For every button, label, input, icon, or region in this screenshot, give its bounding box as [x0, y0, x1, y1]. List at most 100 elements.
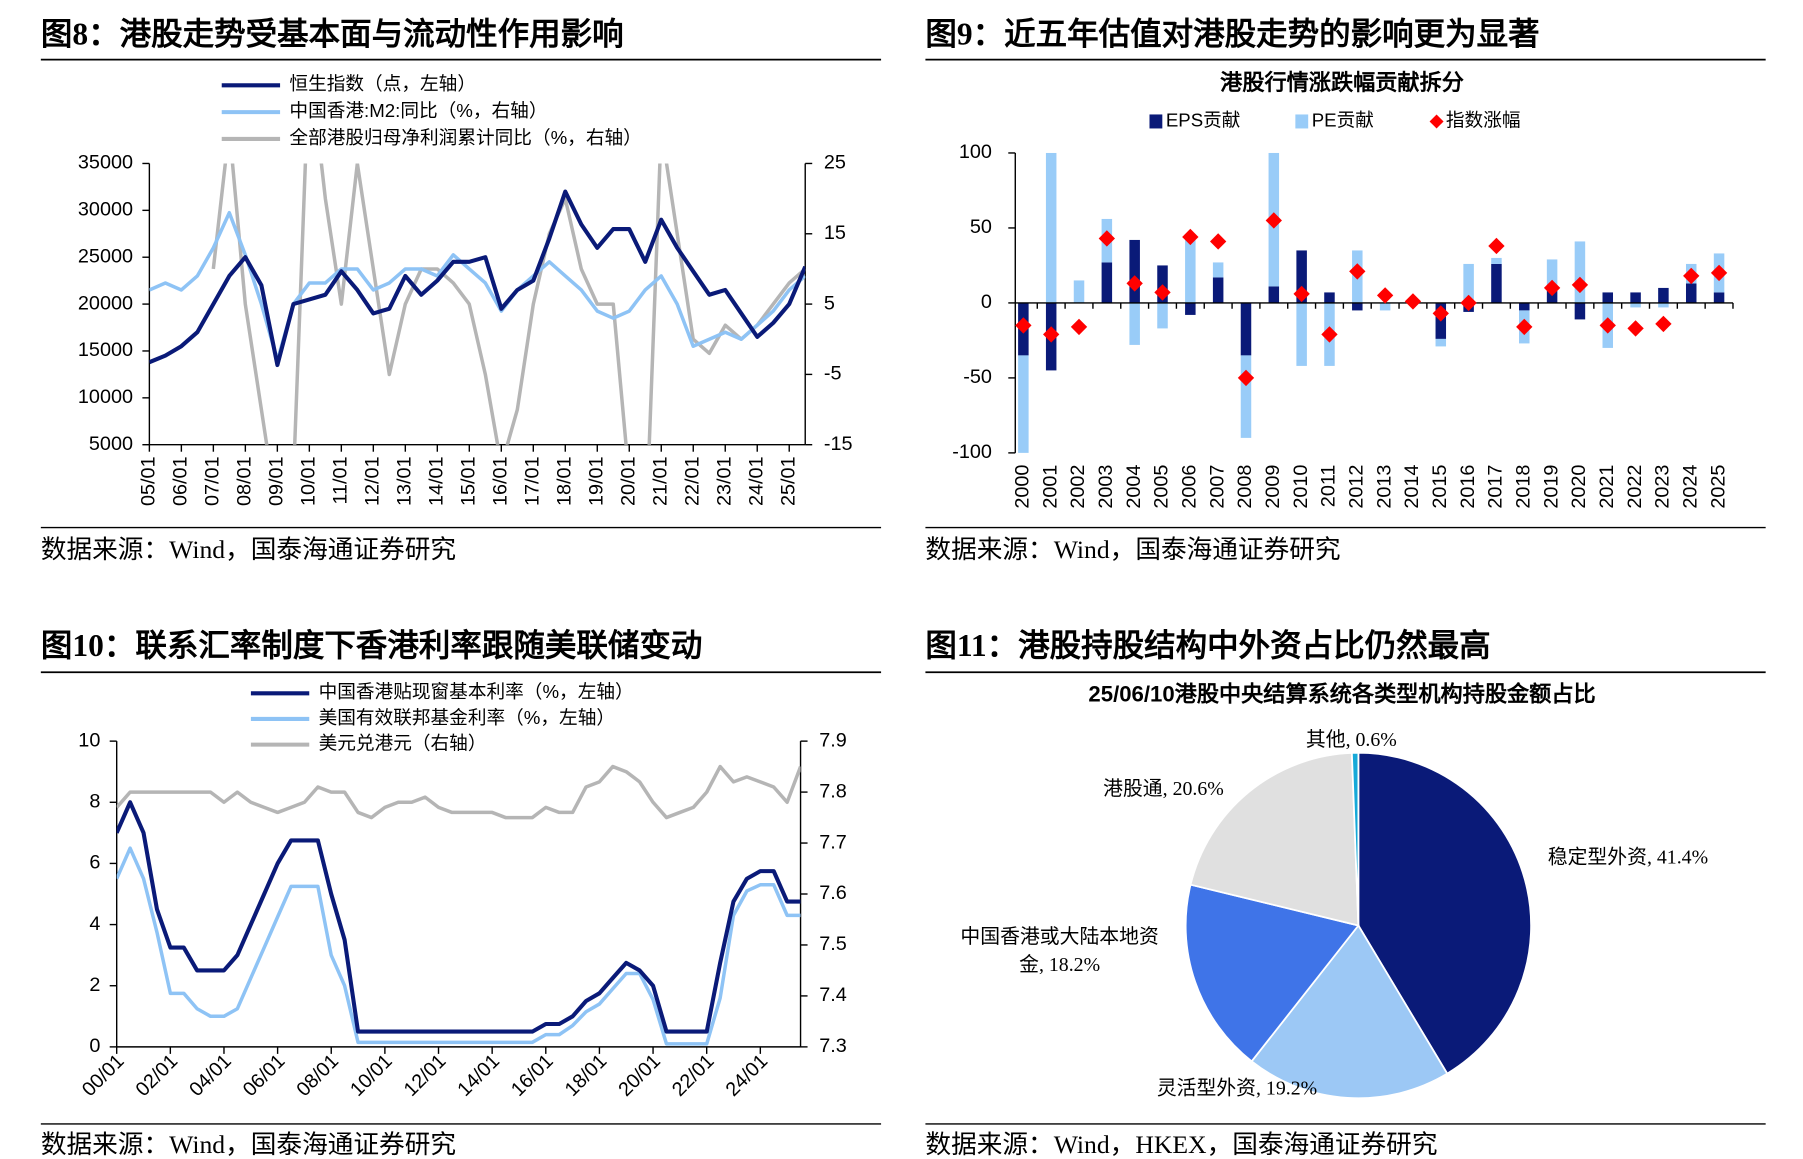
y-tick-label: 30000 [78, 199, 133, 221]
y2-tick-label: 7.4 [819, 984, 847, 1006]
pie-label: 中国香港或大陆本地资金, 18.2% [960, 925, 1159, 976]
x-tick-label: 22/01 [681, 456, 703, 506]
y-tick-label: 35000 [78, 152, 133, 174]
figure-title: 图9：近五年估值对港股走势的影响更为显著 [925, 17, 1539, 52]
x-tick-label: 2003 [1095, 465, 1117, 509]
x-tick-label: 23/01 [713, 456, 735, 506]
x-tick-label: 24/01 [745, 456, 767, 506]
bar-segment [1630, 292, 1641, 303]
x-tick-label: 17/01 [522, 456, 544, 506]
index-marker [1599, 317, 1616, 334]
index-marker [1237, 369, 1255, 387]
pie-label: 稳定型外资, 41.4% [1547, 846, 1709, 869]
y-tick-label: 20000 [78, 292, 133, 314]
y2-tick-label: 7.9 [819, 729, 847, 751]
bar-segment [1240, 355, 1252, 438]
x-tick-label: 2012 [1346, 465, 1368, 509]
bar-segment [1435, 338, 1447, 347]
index-marker [1321, 326, 1338, 343]
index-marker [1655, 315, 1672, 333]
index-marker [1710, 264, 1728, 282]
x-tick-label: 18/01 [561, 1050, 612, 1101]
x-tick-label: 19/01 [586, 456, 608, 506]
index-marker [1460, 294, 1477, 312]
index-marker [1488, 237, 1505, 255]
figure-title: 图10：联系汇率制度下香港利率跟随美联储变动 [41, 627, 703, 663]
x-tick-label: 04/01 [185, 1050, 236, 1101]
index-marker [1098, 230, 1116, 247]
y-tick-label: -100 [952, 441, 992, 463]
x-tick-label: 2024 [1679, 465, 1701, 509]
bar-segment [1018, 355, 1029, 453]
legend-label: 中国香港:M2:同比（%，右轴） [289, 100, 547, 121]
bar-segment [1129, 302, 1140, 345]
legend-label: EPS贡献 [1166, 109, 1241, 130]
x-tick-label: 2005 [1151, 465, 1173, 509]
y-tick-label: 15000 [78, 339, 133, 361]
x-tick-label: 20/01 [617, 456, 639, 506]
x-tick-label: 15/01 [458, 456, 480, 506]
x-tick-label: 2023 [1652, 465, 1674, 509]
index-marker [1543, 279, 1561, 297]
bar-segment [1658, 287, 1669, 303]
index-marker [1404, 293, 1422, 310]
bar-segment [1324, 292, 1335, 303]
y2-tick-label: 7.7 [819, 831, 847, 853]
x-tick-label: 2016 [1457, 465, 1479, 509]
index-marker [1126, 275, 1143, 292]
bar-segment [1685, 283, 1697, 303]
x-tick-label: 00/01 [78, 1050, 129, 1101]
x-tick-label: 25/01 [777, 456, 799, 506]
pie-slice [1350, 751, 1360, 926]
x-tick-label: 2007 [1206, 465, 1228, 509]
bar-segment [1713, 292, 1725, 303]
bar-segment [1045, 152, 1057, 303]
source-note: 数据来源：Wind，国泰海通证券研究 [41, 1130, 456, 1159]
y-tick-label: 0 [89, 1035, 100, 1057]
bar-segment [1212, 262, 1224, 278]
x-tick-label: 16/01 [507, 1050, 558, 1101]
x-tick-label: 12/01 [400, 1050, 451, 1101]
x-tick-label: 2017 [1485, 465, 1507, 509]
x-tick-label: 2000 [1012, 465, 1034, 509]
y-tick-label: 10000 [78, 386, 133, 408]
x-tick-label: 2019 [1540, 465, 1562, 509]
pie-slice [1184, 883, 1360, 1063]
x-tick-label: 06/01 [170, 456, 192, 506]
bar-segment [1240, 302, 1252, 356]
index-marker [1043, 326, 1060, 343]
bar-segment [1129, 239, 1140, 303]
pie-label: 其他, 0.6% [1305, 728, 1397, 751]
y2-tick-label: 15 [824, 222, 846, 244]
chart-subtitle: 港股行情涨跌幅贡献拆分 [1220, 70, 1464, 95]
pie-label-wrap: 灵活型外资, 19.2% [1120, 1059, 1353, 1120]
index-marker [1432, 305, 1449, 322]
x-tick-label: 08/01 [293, 1050, 344, 1101]
x-tick-label: 2022 [1624, 465, 1646, 509]
source-note: 数据来源：Wind，国泰海通证券研究 [925, 535, 1340, 564]
bar-segment [1574, 302, 1586, 320]
x-tick-label: 16/01 [490, 456, 512, 506]
y2-tick-label: 7.8 [819, 780, 847, 802]
y-tick-label: 4 [89, 913, 100, 935]
pie-slice [1189, 752, 1360, 927]
x-tick-label: 2014 [1401, 465, 1423, 509]
index-marker [1349, 263, 1366, 280]
index-marker [1516, 318, 1533, 336]
x-tick-label: 24/01 [722, 1050, 773, 1101]
x-tick-label: 22/01 [668, 1050, 719, 1101]
index-marker [1627, 320, 1644, 337]
figure-title: 图11：港股持股结构中外资占比仍然最高 [925, 627, 1490, 663]
y-tick-label: 6 [89, 852, 100, 874]
x-tick-label: 2015 [1429, 465, 1451, 509]
index-marker [1182, 228, 1199, 246]
y-tick-label: 0 [981, 291, 992, 313]
x-tick-label: 06/01 [239, 1050, 290, 1101]
x-tick-label: 2009 [1262, 465, 1284, 509]
x-tick-label: 09/01 [266, 456, 288, 506]
x-tick-label: 07/01 [202, 456, 224, 506]
x-tick-label: 11/01 [330, 456, 352, 504]
bar-segment [1491, 263, 1502, 303]
